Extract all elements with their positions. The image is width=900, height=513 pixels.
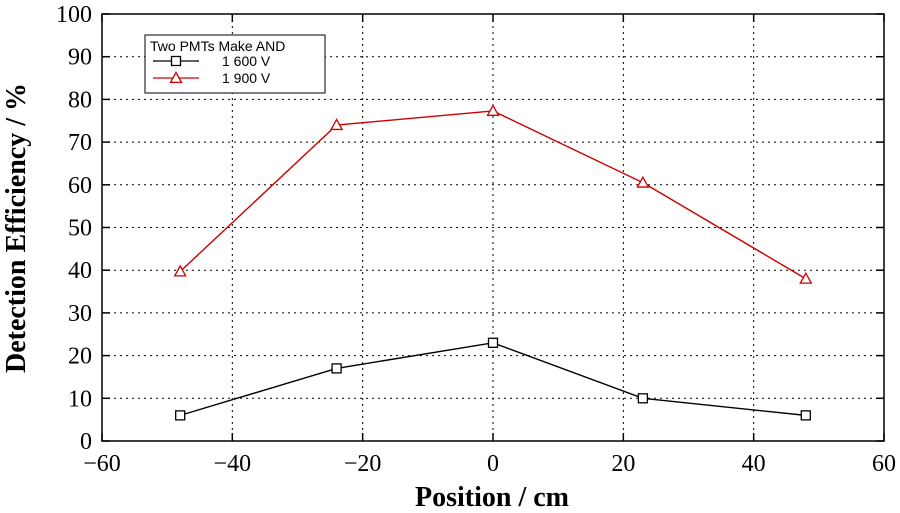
y-tick-label: 20 bbox=[68, 344, 92, 370]
y-tick-label: 100 bbox=[56, 2, 92, 28]
legend-title: Two PMTs Make AND bbox=[150, 38, 285, 54]
data-point bbox=[173, 264, 187, 277]
x-tick-label: 40 bbox=[742, 451, 766, 477]
legend-swatch-marker bbox=[169, 71, 183, 84]
y-tick-label: 0 bbox=[80, 429, 92, 455]
x-tick-label: −20 bbox=[344, 451, 382, 477]
data-point bbox=[636, 175, 650, 188]
legend-label: 1 900 V bbox=[222, 70, 271, 86]
data-point bbox=[799, 271, 813, 284]
legend: Two PMTs Make AND 1 600 V1 900 V bbox=[144, 34, 326, 94]
x-tick-label: −60 bbox=[83, 451, 121, 477]
y-tick-label: 80 bbox=[68, 87, 92, 113]
x-tick-labels: −60 −40 −20 0 20 40 60 bbox=[83, 451, 896, 477]
y-tick-label: 40 bbox=[68, 258, 92, 284]
y-tick-label: 90 bbox=[68, 45, 92, 71]
y-tick-labels: 0 10 20 30 40 50 60 70 80 90 100 bbox=[56, 2, 92, 455]
data-point bbox=[175, 410, 186, 421]
series-1 bbox=[175, 337, 811, 421]
x-tick-label: 20 bbox=[611, 451, 635, 477]
series-2 bbox=[173, 104, 813, 284]
y-axis-title: Detection Efficiency / % bbox=[1, 83, 32, 373]
y-tick-label: 10 bbox=[68, 386, 92, 412]
data-point bbox=[487, 337, 499, 348]
x-axis-title: Position / cm bbox=[415, 482, 569, 513]
axis-ticks bbox=[101, 13, 885, 442]
y-tick-label: 30 bbox=[68, 301, 92, 327]
data-point bbox=[331, 363, 342, 374]
legend-label: 1 600 V bbox=[222, 53, 271, 69]
x-tick-label: −40 bbox=[214, 451, 252, 477]
data-point bbox=[486, 104, 500, 116]
x-tick-label: 60 bbox=[872, 451, 896, 477]
series-layer bbox=[173, 104, 813, 421]
data-point bbox=[329, 118, 344, 131]
legend-swatch-marker bbox=[170, 55, 182, 67]
legend-entries: 1 600 V1 900 V bbox=[153, 53, 271, 86]
data-point bbox=[637, 393, 649, 404]
y-tick-label: 50 bbox=[68, 216, 92, 242]
x-tick-label: 0 bbox=[487, 451, 499, 477]
y-tick-label: 60 bbox=[68, 173, 92, 199]
legend-entry: 1 900 V bbox=[153, 70, 271, 86]
data-point bbox=[800, 410, 811, 421]
legend-entry: 1 600 V bbox=[153, 53, 271, 69]
grid-lines bbox=[102, 14, 884, 441]
y-tick-label: 70 bbox=[68, 130, 92, 156]
